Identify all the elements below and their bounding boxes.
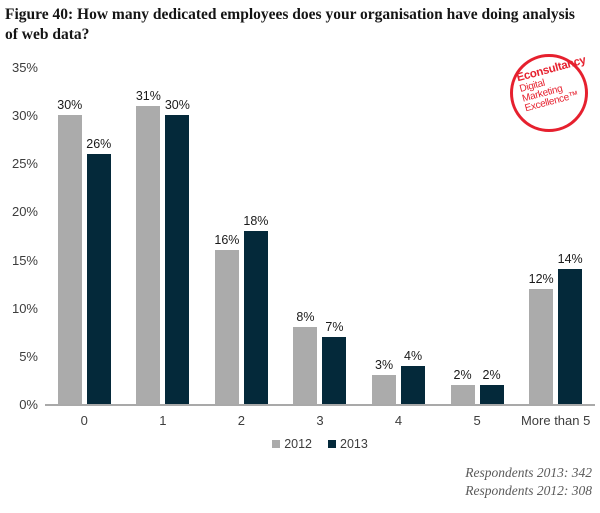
y-axis-tick-label: 20% bbox=[11, 204, 38, 220]
y-axis-labels: 0% 5% 10% 15% 20% 25% 30% 35% bbox=[0, 60, 38, 412]
y-axis-tick-label: 15% bbox=[11, 252, 38, 268]
y-axis-tick-label: 35% bbox=[11, 60, 38, 75]
bar-group-0: 30% 26% 0 bbox=[57, 98, 111, 428]
bar-2012: 3% bbox=[372, 358, 397, 404]
x-axis-label: More than 5 bbox=[520, 413, 591, 428]
respondents-2013: Respondents 2013: 342 bbox=[465, 465, 592, 480]
bar-2012: 8% bbox=[293, 310, 318, 404]
bar-2012: 2% bbox=[450, 368, 475, 404]
bar-2013: 18% bbox=[243, 214, 268, 404]
y-axis-tick-label: 10% bbox=[11, 300, 38, 316]
bar-2013: 30% bbox=[165, 98, 190, 404]
bar-value-label: 14% bbox=[557, 252, 583, 267]
bar-2012: 12% bbox=[529, 272, 554, 404]
bar-group-4: 3% 4% 4 bbox=[372, 349, 426, 428]
bar-group-5: 2% 2% 5 bbox=[450, 368, 504, 428]
y-axis-tick-label: 0% bbox=[19, 397, 38, 412]
bar-group-more-than-5: 12% 14% More than 5 bbox=[521, 252, 590, 428]
bar-value-label: 30% bbox=[57, 98, 83, 113]
respondents-note: Respondents 2013: 342 Respondents 2012: … bbox=[465, 464, 592, 500]
bar-value-label: 3% bbox=[374, 358, 394, 373]
legend-item-2012: 2012 bbox=[272, 437, 312, 451]
econsultancy-logo: Econsultancy Digital Marketing Excellenc… bbox=[510, 54, 588, 132]
legend-swatch-2012 bbox=[272, 440, 281, 448]
bar-group-3: 8% 7% 3 bbox=[293, 310, 347, 428]
bar-value-label: 7% bbox=[325, 319, 344, 334]
bar-2013: 7% bbox=[322, 320, 347, 404]
bar-2012: 30% bbox=[57, 98, 82, 404]
y-axis-tick-label: 30% bbox=[11, 108, 38, 124]
x-axis-label: 5 bbox=[473, 413, 481, 428]
bar-2013: 14% bbox=[558, 252, 583, 404]
bar-value-label: 4% bbox=[403, 348, 423, 363]
bar-value-label: 26% bbox=[86, 136, 112, 151]
legend-item-2013: 2013 bbox=[328, 437, 368, 451]
figure-title: Figure 40: How many dedicated employees … bbox=[5, 6, 575, 43]
bar-2013: 2% bbox=[479, 368, 504, 404]
bar-value-label: 18% bbox=[243, 213, 269, 228]
bar-value-label: 16% bbox=[214, 232, 240, 247]
x-axis-label: 0 bbox=[80, 413, 88, 428]
legend-label-2012: 2012 bbox=[284, 437, 312, 451]
x-axis-label: 1 bbox=[159, 413, 167, 428]
respondents-2012: Respondents 2012: 308 bbox=[465, 483, 592, 499]
bar-value-label: 30% bbox=[164, 98, 190, 113]
bar-value-label: 12% bbox=[528, 271, 554, 286]
x-axis-label: 3 bbox=[316, 413, 324, 428]
y-axis-tick-label: 5% bbox=[19, 348, 38, 364]
x-axis-label: 2 bbox=[237, 413, 246, 428]
bar-group-2: 16% 18% 2 bbox=[214, 214, 268, 428]
x-axis-label: 4 bbox=[394, 413, 403, 428]
legend-label-2013: 2013 bbox=[340, 437, 368, 451]
y-axis-tick-label: 25% bbox=[11, 156, 38, 172]
plot-area: 30% 26% 0 31% 30% 1 16% 18% 2 8% 7% 3 3% 4% 4 2% 2% 5 12% 1… bbox=[45, 67, 595, 429]
bar-value-label: 8% bbox=[296, 310, 315, 324]
bar-2013: 26% bbox=[86, 137, 111, 404]
legend-swatch-2013 bbox=[328, 440, 336, 448]
bar-2012: 31% bbox=[136, 89, 161, 404]
bar-2013: 4% bbox=[401, 349, 426, 404]
bar-group-1: 31% 30% 1 bbox=[136, 89, 190, 429]
bar-2012: 16% bbox=[214, 233, 239, 404]
bar-value-label: 2% bbox=[482, 367, 501, 382]
bar-value-label: 31% bbox=[135, 88, 161, 103]
legend: 2012 2013 bbox=[45, 437, 595, 451]
bar-value-label: 2% bbox=[453, 367, 472, 382]
